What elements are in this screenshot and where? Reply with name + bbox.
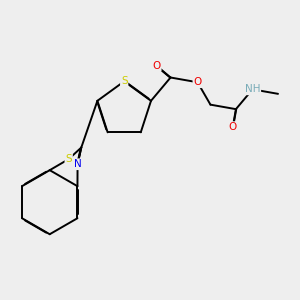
Text: NH: NH (245, 84, 260, 94)
Text: O: O (152, 61, 161, 71)
Text: O: O (229, 122, 237, 132)
Text: O: O (194, 77, 202, 87)
Text: S: S (65, 154, 72, 164)
Text: S: S (121, 76, 128, 86)
Text: N: N (74, 159, 81, 169)
